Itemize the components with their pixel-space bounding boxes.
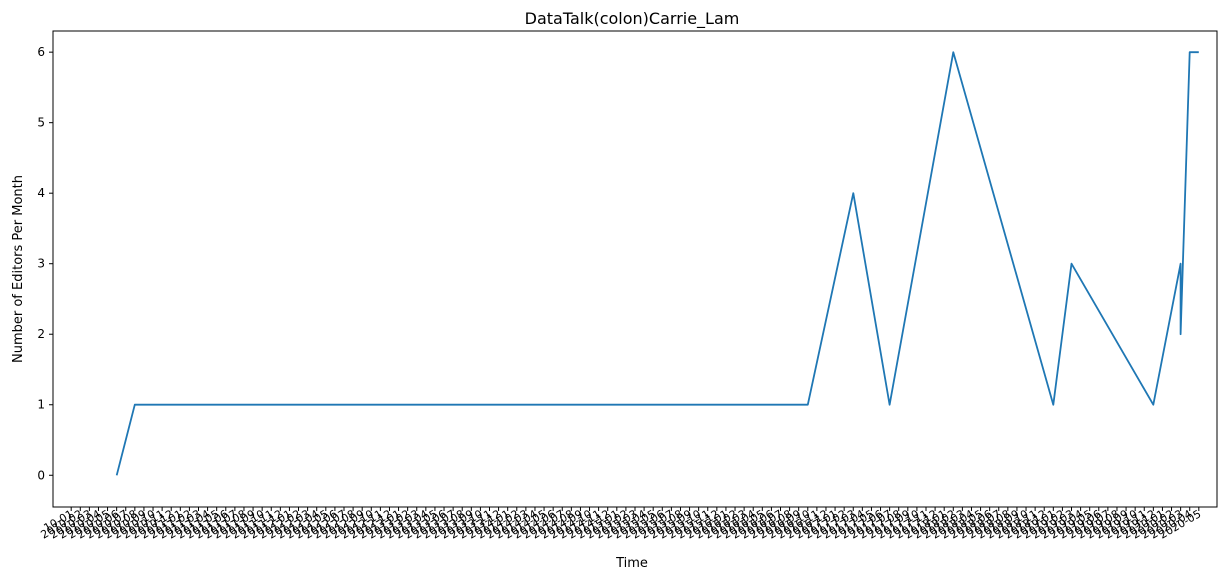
series-line <box>115 51 1199 476</box>
y-tick-label: 1 <box>37 398 45 412</box>
plot-area <box>115 51 1199 476</box>
y-tick-label: 6 <box>37 45 45 59</box>
y-tick-label: 0 <box>37 468 45 482</box>
plot-frame <box>52 30 1218 508</box>
y-axis: 0 1 2 3 4 5 6 <box>37 45 53 482</box>
y-tick-label: 3 <box>37 257 45 271</box>
y-tick-label: 4 <box>37 186 45 200</box>
y-tick-label: 5 <box>37 116 45 130</box>
x-axis: 10-012010-022010-032010-042010-052010-06… <box>38 507 1203 542</box>
y-tick-label: 2 <box>37 327 45 341</box>
chart-title: DataTalk(colon)Carrie_Lam <box>525 9 740 29</box>
x-axis-label: Time <box>615 556 648 571</box>
y-axis-label: Number of Editors Per Month <box>11 175 26 363</box>
